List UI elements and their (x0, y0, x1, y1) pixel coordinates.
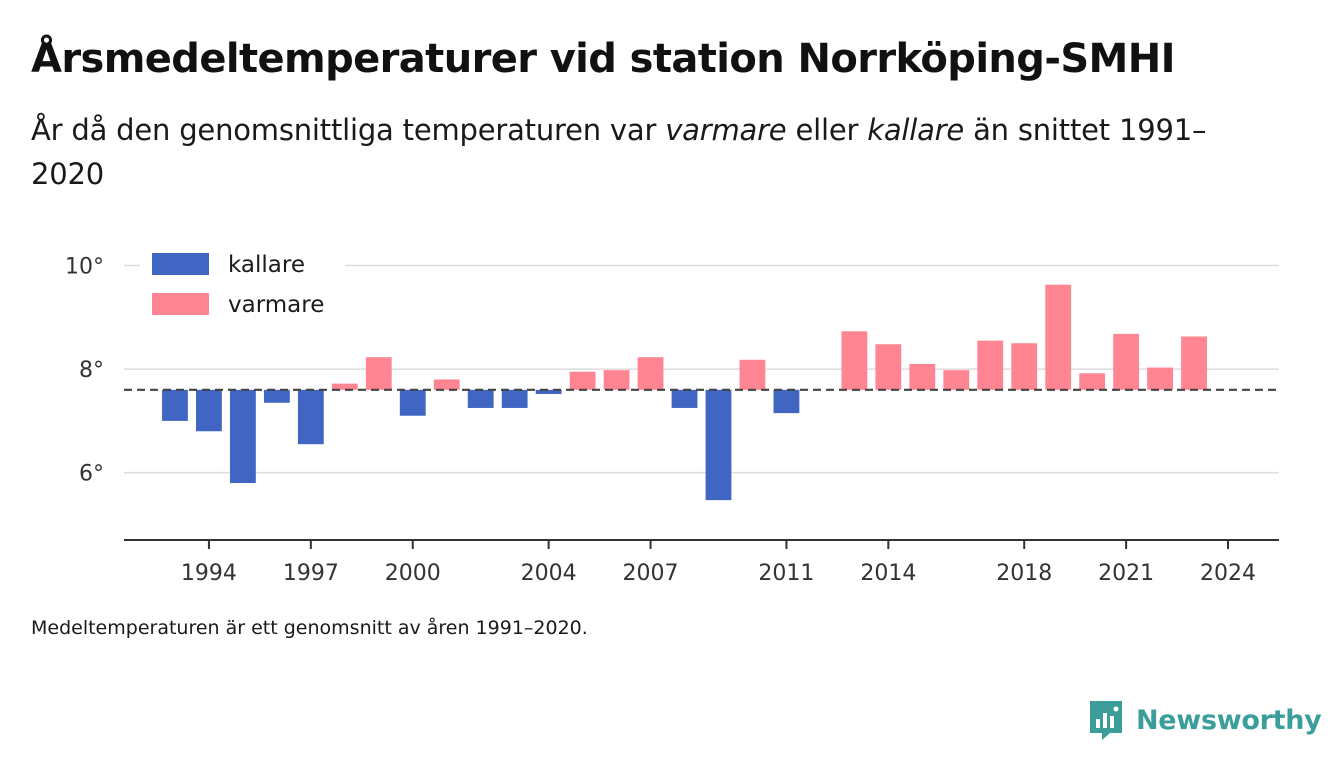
bars-layer (162, 284, 1207, 501)
chart-subtitle: År då den genomsnittliga temperaturen va… (31, 108, 1231, 196)
bar-2019 (1045, 284, 1072, 390)
chart-footnote: Medeltemperaturen är ett genomsnitt av å… (31, 617, 588, 639)
subtitle-warm-word: varmare (665, 113, 787, 147)
brand-name: Newsworthy (1136, 704, 1322, 736)
bar-2017 (977, 340, 1004, 390)
bar-2010 (739, 359, 766, 390)
bar-2005 (569, 371, 596, 390)
bar-2020 (1079, 373, 1106, 390)
bar-1998 (331, 383, 358, 390)
chart-title: Årsmedeltemperaturer vid station Norrköp… (31, 36, 1176, 82)
y-tick-label: 8° (79, 358, 104, 383)
bar-2006 (603, 370, 630, 390)
bar-2009 (705, 389, 732, 501)
x-tick-label: 2007 (623, 561, 679, 586)
subtitle-cold-word: kallare (867, 113, 965, 147)
bar-1994 (196, 389, 222, 432)
bar-2018 (1011, 343, 1038, 390)
x-tick-label: 2021 (1098, 561, 1154, 586)
bar-2000 (399, 389, 426, 416)
bar-1995 (229, 389, 256, 484)
temperature-bar-chart: 6° 8° 10° 1994 1997 2000 2004 2007 2011 2014 2018 2… (65, 244, 1279, 586)
legend-label-kallare: kallare (228, 252, 305, 278)
x-tick-label: 1994 (181, 561, 237, 586)
bar-1997 (297, 389, 324, 445)
bar-1999 (365, 357, 392, 390)
subtitle-part1: År då den genomsnittliga temperaturen va… (31, 113, 666, 147)
x-tick-label: 2004 (521, 561, 577, 586)
x-tick-label: 1997 (283, 561, 339, 586)
bar-2008 (671, 389, 698, 408)
brand-logo: Newsworthy (1088, 698, 1322, 742)
bar-2011 (773, 389, 800, 414)
chart-legend: kallare varmare (140, 244, 345, 329)
bar-2002 (467, 389, 494, 408)
bar-2021 (1113, 333, 1140, 390)
x-tick-label: 2000 (385, 561, 441, 586)
legend-swatch-varmare (152, 293, 209, 315)
bar-2022 (1147, 367, 1174, 390)
bar-2003 (501, 389, 528, 408)
subtitle-part3: än snittet 1991–2020 (31, 113, 1207, 191)
newsworthy-logo-icon (1090, 701, 1122, 740)
axis-layer: 6° 8° 10° 1994 1997 2000 2004 2007 2011 2014 2018 2… (65, 255, 1279, 586)
x-tick-label: 2014 (860, 561, 916, 586)
x-tick-label: 2024 (1200, 561, 1256, 586)
y-tick-label: 6° (79, 462, 104, 487)
bar-2004 (535, 389, 562, 394)
bar-1993 (162, 389, 188, 421)
bar-2001 (433, 379, 460, 390)
legend-label-varmare: varmare (228, 292, 324, 318)
bar-2013 (841, 331, 868, 390)
bar-2015 (909, 363, 936, 390)
x-tick-label: 2018 (996, 561, 1052, 586)
legend-swatch-kallare (152, 253, 209, 275)
bar-2014 (875, 344, 902, 390)
subtitle-part2: eller (786, 113, 868, 147)
bar-2023 (1181, 336, 1207, 390)
bar-2016 (943, 370, 970, 390)
y-tick-label: 10° (65, 255, 104, 280)
x-tick-label: 2011 (758, 561, 814, 586)
bar-1996 (263, 389, 290, 403)
bar-2007 (637, 357, 664, 390)
